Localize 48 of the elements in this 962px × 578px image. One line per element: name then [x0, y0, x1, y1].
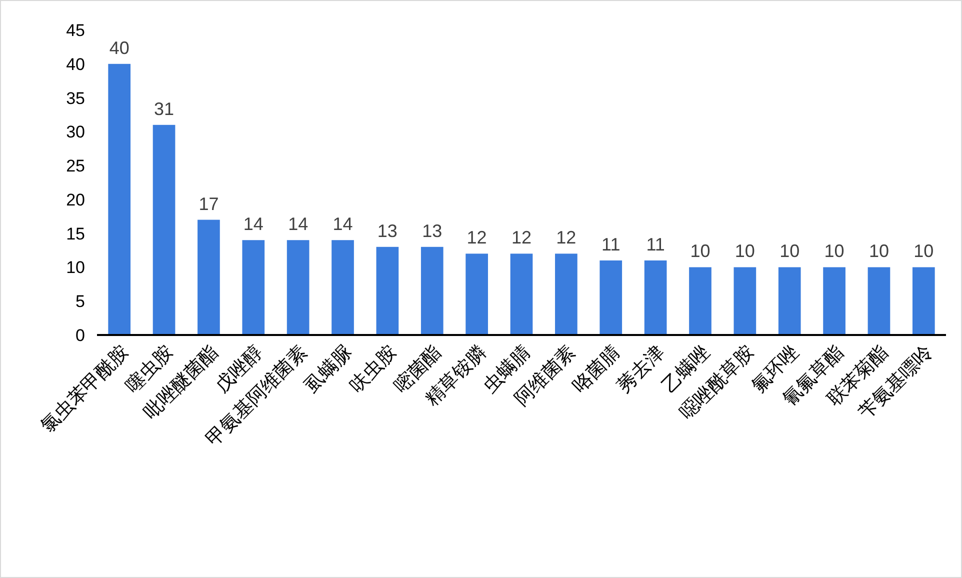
bar [600, 260, 622, 335]
data-label: 10 [734, 241, 755, 262]
bar [198, 220, 220, 335]
data-label: 14 [332, 214, 353, 234]
y-tick-label: 0 [76, 326, 85, 345]
bar [466, 254, 488, 335]
y-tick-label: 15 [66, 224, 85, 244]
bar [823, 267, 846, 335]
data-label: 12 [556, 228, 576, 248]
bar [868, 267, 890, 335]
bar [152, 124, 176, 335]
data-label: 12 [511, 228, 532, 248]
y-tick-label: 35 [66, 88, 85, 108]
bar [734, 267, 756, 335]
y-tick-label: 40 [66, 54, 85, 74]
data-label: 31 [154, 98, 174, 119]
data-label: 11 [646, 234, 665, 254]
data-label: 17 [198, 194, 219, 214]
data-label: 10 [868, 241, 889, 262]
data-label: 10 [914, 241, 934, 262]
bar [420, 246, 444, 335]
bar [644, 260, 667, 335]
data-label: 10 [780, 241, 800, 262]
data-label: 14 [243, 214, 264, 234]
bar [332, 240, 354, 335]
bar [242, 240, 265, 335]
y-tick-label: 45 [66, 21, 85, 40]
data-label: 14 [288, 214, 308, 234]
data-label: 11 [602, 234, 620, 254]
data-label: 12 [466, 228, 487, 248]
data-label: 10 [690, 241, 710, 262]
data-label: 13 [422, 220, 442, 241]
bar [778, 267, 801, 335]
bar [376, 246, 399, 335]
bar [689, 267, 712, 335]
y-tick-label: 25 [66, 156, 85, 176]
y-tick-label: 10 [66, 258, 85, 278]
bar [912, 267, 935, 335]
bar [510, 254, 533, 335]
y-tick-label: 5 [76, 292, 85, 312]
data-label: 40 [109, 38, 130, 58]
bar [555, 254, 578, 335]
y-tick-label: 20 [66, 190, 85, 210]
data-label: 10 [824, 241, 844, 262]
bar [108, 64, 131, 335]
y-tick-label: 30 [66, 122, 85, 142]
bar [286, 240, 310, 335]
data-label: 13 [377, 220, 398, 241]
